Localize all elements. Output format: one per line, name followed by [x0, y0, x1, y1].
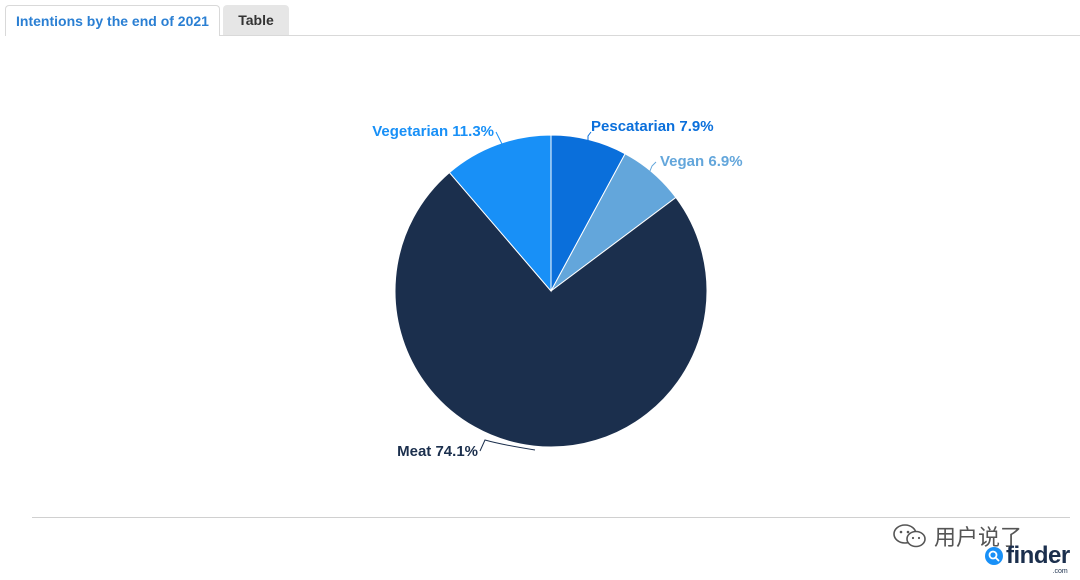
connector-vegetarian — [495, 131, 503, 145]
data-label-meat: Meat 74.1% — [397, 443, 478, 460]
pie-slice-meat[interactable] — [394, 171, 708, 448]
data-label-pescatarian: Pescatarian 7.9% — [591, 118, 714, 135]
tab-table[interactable]: Table — [223, 5, 289, 35]
bottom-divider — [32, 517, 1070, 518]
tab-bar: Intentions by the end of 2021 Table — [0, 0, 1080, 37]
data-label-vegan: Vegan 6.9% — [660, 153, 743, 170]
pie-chart: Pescatarian 7.9% Vegan 6.9% Meat 74.1% Vege… — [372, 118, 743, 460]
connector-pescatarian — [587, 131, 592, 144]
watermark-text: 用户说了 — [934, 526, 1023, 551]
finder-logo: finder .com — [985, 540, 1070, 575]
finder-suffix: .com — [1052, 568, 1068, 575]
data-label-vegetarian: Vegetarian 11.3% — [372, 123, 494, 140]
finder-wordmark: finder — [1006, 542, 1070, 569]
tab-intentions[interactable]: Intentions by the end of 2021 — [5, 5, 220, 36]
connector-vegan — [647, 161, 657, 177]
finder-search-icon — [985, 547, 1003, 565]
connector-meat — [479, 439, 536, 452]
wechat-icon — [893, 524, 926, 548]
tab-bar-divider — [220, 35, 1080, 36]
pie-slice-vegetarian[interactable] — [448, 134, 552, 293]
watermark: 用户说了 — [892, 520, 1022, 552]
